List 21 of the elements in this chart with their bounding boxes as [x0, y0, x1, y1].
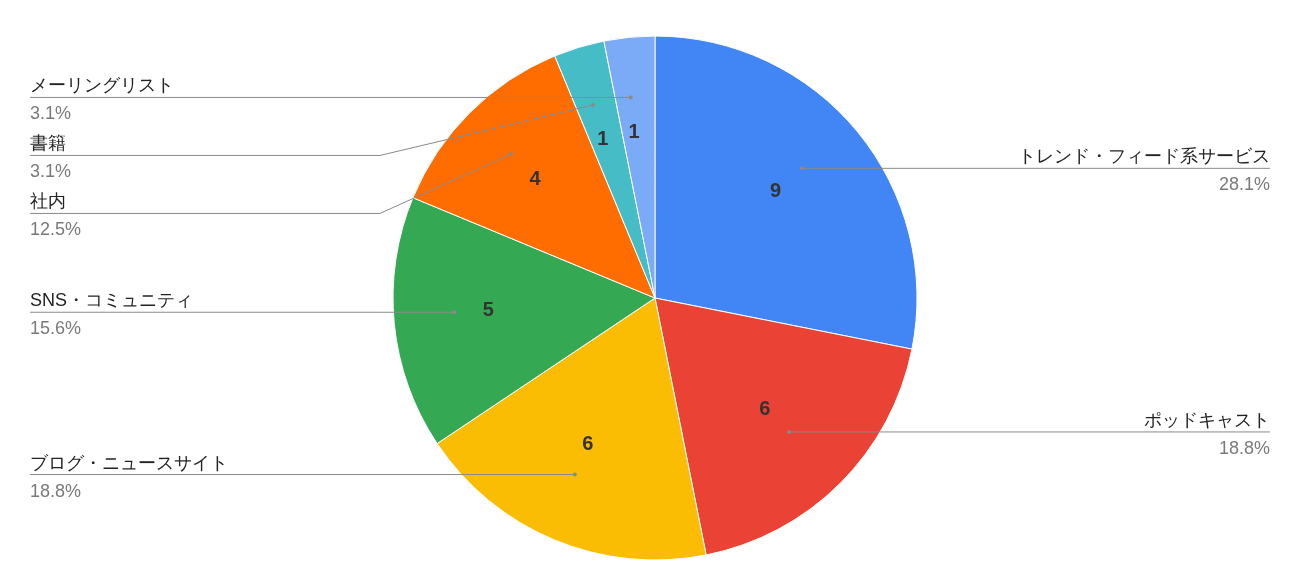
slice-label: 社内	[30, 191, 66, 212]
slice-label: トレンド・フィード系サービス	[1018, 146, 1270, 167]
text: 3.1%	[30, 103, 72, 124]
data-label: 6	[759, 396, 771, 419]
text: 15.6%	[30, 318, 82, 339]
data-label: 9	[770, 178, 782, 201]
slice-label: メーリングリスト	[30, 75, 174, 96]
text: 18.8%	[30, 480, 82, 501]
slice-label: 書籍	[30, 133, 66, 154]
text: 28.1%	[1218, 174, 1270, 195]
data-label: 5	[482, 297, 494, 320]
data-label: 1	[628, 120, 640, 143]
slice-label: SNS・コミュニティ	[30, 290, 194, 311]
slice-label: ポッドキャスト	[1144, 409, 1270, 430]
text: 3.1%	[30, 161, 72, 182]
data-label: 6	[582, 432, 594, 455]
data-label: 4	[529, 167, 542, 190]
text: 18.8%	[1218, 437, 1270, 458]
data-label: 1	[597, 126, 609, 149]
slice-label: ブログ・ニュースサイト	[30, 452, 228, 473]
text: 12.5%	[30, 219, 82, 240]
